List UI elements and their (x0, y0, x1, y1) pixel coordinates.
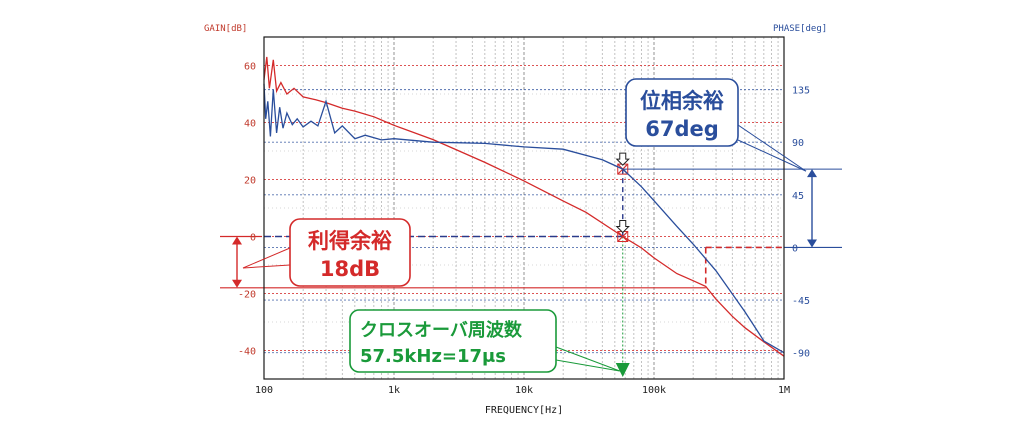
phase-margin-value: 67deg (645, 117, 719, 141)
callouts: 位相余裕 67deg 利得余裕 18dB クロスオーバ周波数 57.5kHz=17μs (242, 78, 807, 373)
phase-curve (263, 83, 785, 354)
phase-margin-callout-pointer (737, 139, 807, 172)
x-tick-label: 100k (642, 385, 666, 396)
x-tick-label: 100 (255, 385, 273, 396)
x-tick-label: 10k (515, 385, 533, 396)
phase-margin-arrowhead-bottom (807, 239, 817, 248)
gain-tick-label: 60 (244, 62, 256, 73)
axes: 100 1k 10k 100k 1M 60 40 20 0 -20 -40 135 90 45 0 -45 -9… (204, 24, 827, 416)
frequency-axis-label: FREQUENCY[Hz] (485, 405, 563, 416)
gain-tick-label: -40 (238, 347, 256, 358)
phase-tick-label: 0 (792, 243, 798, 254)
phase-margin-callout-pointer (737, 124, 807, 172)
gain-tick-label: 0 (250, 233, 256, 244)
gain-margin-arrowhead-bottom (232, 279, 242, 288)
gain-margin-title: 利得余裕 (308, 229, 392, 253)
gain-curve (263, 56, 785, 357)
crossover-title: クロスオーバ周波数 (360, 319, 523, 341)
phase-tick-label: 90 (792, 138, 804, 149)
gain-margin-callout-pointer (242, 264, 291, 269)
phase-margin-arrowhead-top (807, 169, 817, 178)
x-tick-label: 1k (388, 385, 400, 396)
crossover-value: 57.5kHz=17μs (360, 346, 506, 367)
margin-guides (220, 152, 842, 377)
crossover-callout-pointer (555, 346, 620, 372)
gain-tick-label: 40 (244, 119, 256, 130)
crossover-callout-pointer (555, 359, 620, 372)
phase-tick-label: 135 (792, 86, 810, 97)
crossover-callout-box (349, 309, 557, 373)
phase-margin-title: 位相余裕 (640, 89, 724, 113)
phase-axis-label: PHASE[deg] (773, 24, 827, 34)
cursor-pointer-icon (615, 152, 630, 166)
gain-axis-label: GAIN[dB] (204, 24, 247, 34)
phase-tick-label: -45 (792, 296, 810, 307)
x-tick-label: 1M (778, 385, 790, 396)
gain-margin-callout-pointer (242, 247, 291, 269)
phase-margin-callout-box (625, 78, 739, 147)
gain-tick-label: -20 (238, 290, 256, 301)
phase-tick-label: -90 (792, 349, 810, 360)
plot-frame (263, 36, 785, 380)
gain-margin-callout-box (289, 218, 411, 287)
cursor-pointer-icon (615, 220, 630, 234)
phase-tick-label: 45 (792, 191, 804, 202)
gain-margin-value: 18dB (320, 257, 380, 281)
series (263, 56, 785, 357)
gain-margin-arrowhead-top (232, 236, 242, 245)
gain-tick-label: 20 (244, 176, 256, 187)
crossover-arrowhead (615, 363, 630, 377)
